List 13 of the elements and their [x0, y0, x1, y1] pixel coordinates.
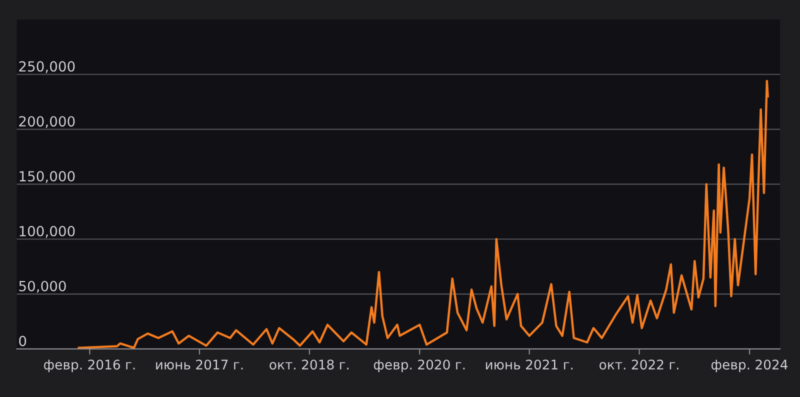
- y-tick-label: 100,000: [20, 226, 75, 238]
- x-tick-label: окт. 2022 г.: [600, 360, 678, 370]
- y-tick-label: 150,000: [20, 171, 75, 183]
- y-tick-label: 0: [19, 336, 26, 346]
- x-tick-label: окт. 2018 г.: [270, 360, 349, 370]
- x-tick-label: июнь 2017 г.: [156, 360, 243, 370]
- y-tick-label: 250,000: [19, 61, 75, 74]
- x-tick-label: июнь 2021 г.: [486, 360, 573, 370]
- y-tick-label: 50,000: [19, 280, 66, 293]
- x-tick-label: февр. 2024: [711, 360, 788, 372]
- x-tick-label: февр. 2016 г.: [44, 360, 135, 372]
- x-tick-label: февр. 2020 г.: [374, 360, 465, 372]
- y-tick-label: 200,000: [19, 116, 75, 128]
